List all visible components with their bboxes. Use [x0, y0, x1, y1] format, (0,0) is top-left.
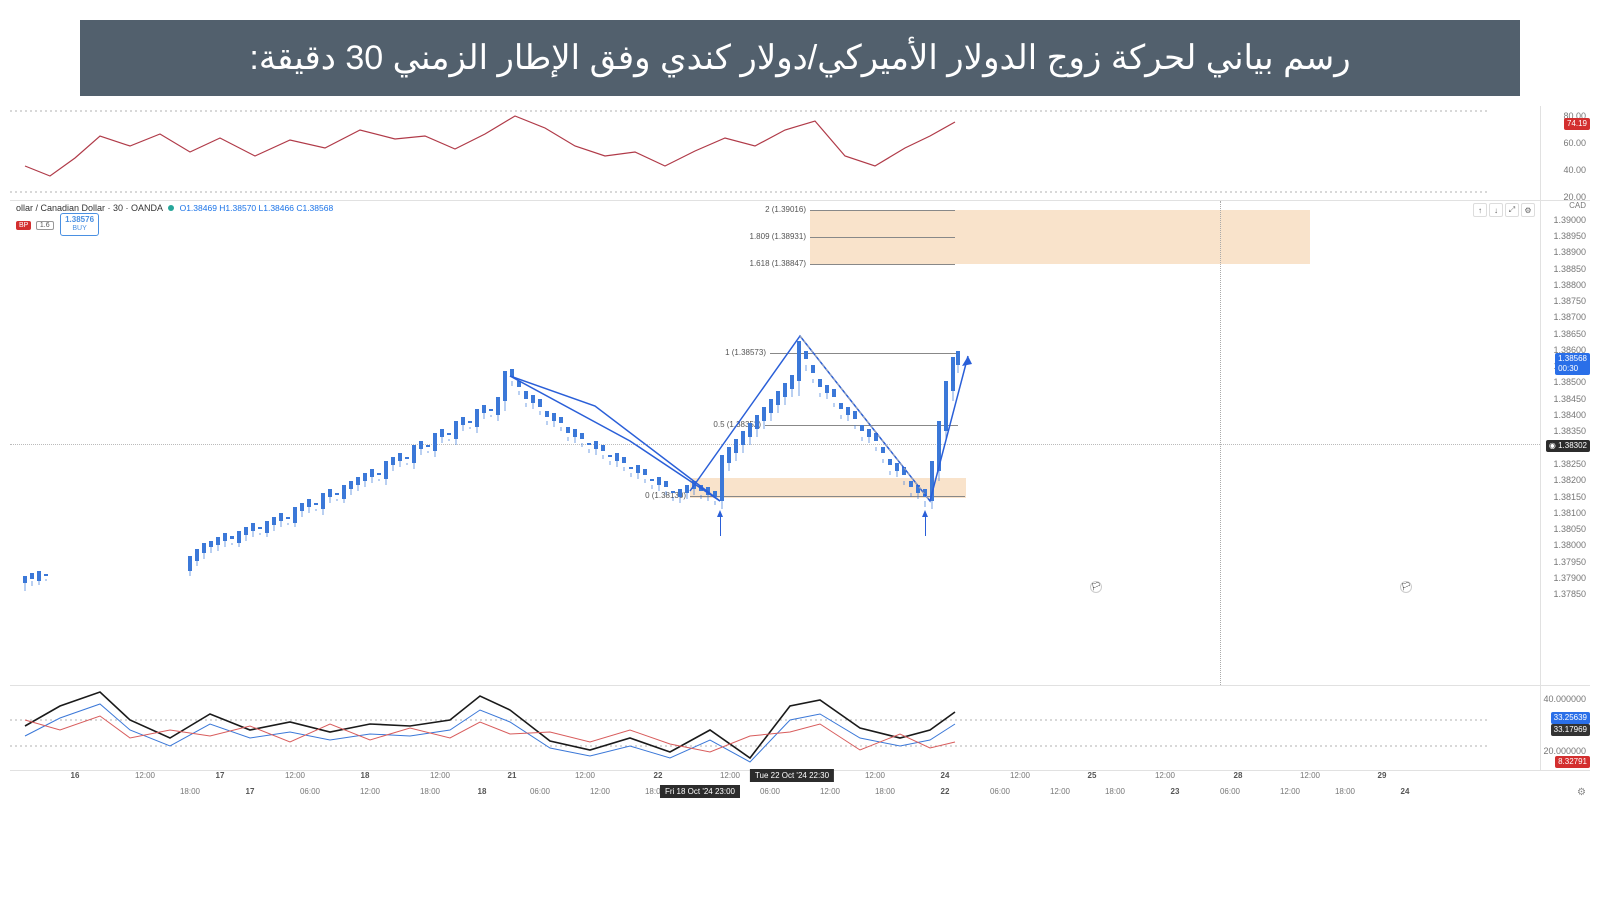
xaxis-tick: 21	[508, 771, 517, 780]
xaxis-tick: 06:00	[990, 787, 1010, 796]
stoch-yaxis: 40.000000 20.000000 33.2563933.17969 8.3279…	[1540, 686, 1590, 770]
xaxis-tick: 18:00	[1105, 787, 1125, 796]
xaxis-tick: 18:00	[875, 787, 895, 796]
xaxis-tick: 18:00	[420, 787, 440, 796]
xaxis-tick: 12:00	[865, 771, 885, 780]
price-ylabel: 1.38900	[1553, 247, 1586, 257]
cad-label: CAD	[1569, 201, 1586, 210]
xaxis-tick: 06:00	[1220, 787, 1240, 796]
rsi-ylabel: 60.00	[1563, 138, 1586, 148]
stochastic-chart	[10, 686, 1540, 771]
xaxis-tick: 12:00	[285, 771, 305, 780]
xaxis-tick: 12:00	[720, 771, 740, 780]
status-dot-icon	[168, 205, 174, 211]
xaxis-tick: 17	[246, 787, 255, 796]
xaxis-tick: 23	[1171, 787, 1180, 796]
xaxis-tick: 18	[361, 771, 370, 780]
xaxis-tick: 24	[1401, 787, 1410, 796]
stoch-value-tag: 33.25639	[1551, 712, 1590, 724]
xaxis-tick: 22	[941, 787, 950, 796]
price-ylabel: 1.37900	[1553, 573, 1586, 583]
stoch-value-tag: 8.32791	[1555, 756, 1590, 768]
xaxis-tick: 12:00	[360, 787, 380, 796]
bp-badge: BP	[16, 221, 31, 230]
xaxis-tick: 24	[941, 771, 950, 780]
price-ylabel: 1.38400	[1553, 410, 1586, 420]
price-candlestick-chart	[10, 201, 1540, 686]
price-ylabel: 1.37950	[1553, 557, 1586, 567]
xaxis-tick: 12:00	[1010, 771, 1030, 780]
xaxis-crosshair-tag: Tue 22 Oct '24 22:30	[750, 769, 834, 782]
xaxis-tick: 12:00	[590, 787, 610, 796]
price-ylabel: 1.38250	[1553, 459, 1586, 469]
xaxis-tick: 17	[216, 771, 225, 780]
xaxis-tick: 12:00	[1280, 787, 1300, 796]
stochastic-panel[interactable]: 40.000000 20.000000 33.2563933.17969 8.3279…	[10, 686, 1590, 771]
xaxis-tick: 28	[1234, 771, 1243, 780]
price-ylabel: 1.38450	[1553, 394, 1586, 404]
rsi-ylabel: 40.00	[1563, 165, 1586, 175]
price-ylabel: 1.38200	[1553, 475, 1586, 485]
xaxis-tick: 29	[1378, 771, 1387, 780]
live-price-tag: 1.3856800:30	[1555, 353, 1590, 375]
xaxis-tick: 12:00	[430, 771, 450, 780]
price-panel[interactable]: ollar / Canadian Dollar · 30 · OANDA O1.…	[10, 201, 1590, 686]
ohlc-text: O1.38469 H1.38570 L1.38466 C1.38568	[180, 203, 334, 213]
xaxis-tick: 16	[71, 771, 80, 780]
price-ylabel: 1.38000	[1553, 540, 1586, 550]
xaxis-tick: 06:00	[760, 787, 780, 796]
price-ylabel: 1.37850	[1553, 589, 1586, 599]
price-ylabel: 1.38050	[1553, 524, 1586, 534]
rsi-yaxis: 80.0060.0040.0020.0074.19	[1540, 106, 1590, 200]
rsi-panel[interactable]: 80.0060.0040.0020.0074.19	[10, 106, 1590, 201]
price-ylabel: 1.38750	[1553, 296, 1586, 306]
price-ylabel: 1.38950	[1553, 231, 1586, 241]
xaxis-tick: 12:00	[1300, 771, 1320, 780]
time-axis: 1612:001712:001812:002112:002212:0012:00…	[10, 771, 1590, 806]
symbol-info: ollar / Canadian Dollar · 30 · OANDA O1.…	[16, 203, 333, 236]
price-ylabel: 1.38650	[1553, 329, 1586, 339]
xaxis-tick: 25	[1088, 771, 1097, 780]
xaxis-tick: 12:00	[1155, 771, 1175, 780]
move-down-button[interactable]: ↓	[1489, 203, 1503, 217]
price-yaxis: CAD 1.39000 1.38950 1.38900 1.38850 1.38800 1…	[1540, 201, 1590, 685]
xaxis-tick: 12:00	[135, 771, 155, 780]
stoch-value-tag: 33.17969	[1551, 724, 1590, 736]
move-up-button[interactable]: ↑	[1473, 203, 1487, 217]
xaxis-tick: 18:00	[1335, 787, 1355, 796]
rsi-line-chart	[10, 106, 1540, 201]
settings-button[interactable]: ⚙	[1521, 203, 1535, 217]
xaxis-tick: 06:00	[300, 787, 320, 796]
page-title: رسم بياني لحركة زوج الدولار الأميركي/دول…	[80, 20, 1520, 96]
rsi-value-tag: 74.19	[1564, 118, 1590, 130]
sp-badge: 1.6	[36, 221, 54, 230]
price-ylabel: 1.38500	[1553, 377, 1586, 387]
panel-toolbar: ↑ ↓ ⤢ ⚙	[1473, 203, 1535, 217]
xaxis-tick: 12:00	[575, 771, 595, 780]
buy-button[interactable]: 1.38576 BUY	[60, 213, 99, 236]
xaxis-tick: 12:00	[1050, 787, 1070, 796]
price-ylabel: 1.38800	[1553, 280, 1586, 290]
gear-icon[interactable]: ⚙	[1577, 787, 1586, 798]
expand-button[interactable]: ⤢	[1505, 203, 1519, 217]
stoch-ylabel: 20.000000	[1543, 746, 1586, 756]
stoch-ylabel: 40.000000	[1543, 694, 1586, 704]
price-ylabel: 1.38350	[1553, 426, 1586, 436]
xaxis-tick: 18	[478, 787, 487, 796]
price-ylabel: 1.39000	[1553, 215, 1586, 225]
crosshair-price-tag: ◉ 1.38302	[1546, 440, 1590, 452]
xaxis-tick: 06:00	[530, 787, 550, 796]
price-ylabel: 1.38150	[1553, 492, 1586, 502]
xaxis-tick: 12:00	[820, 787, 840, 796]
xaxis-tick: 18:00	[180, 787, 200, 796]
xaxis-crosshair-tag: Fri 18 Oct '24 23:00	[660, 785, 740, 798]
price-ylabel: 1.38700	[1553, 312, 1586, 322]
price-ylabel: 1.38100	[1553, 508, 1586, 518]
chart-container: 80.0060.0040.0020.0074.19 ollar / Canadi…	[10, 106, 1590, 806]
symbol-name: ollar / Canadian Dollar · 30 · OANDA	[16, 203, 163, 213]
price-ylabel: 1.38850	[1553, 264, 1586, 274]
xaxis-tick: 22	[654, 771, 663, 780]
